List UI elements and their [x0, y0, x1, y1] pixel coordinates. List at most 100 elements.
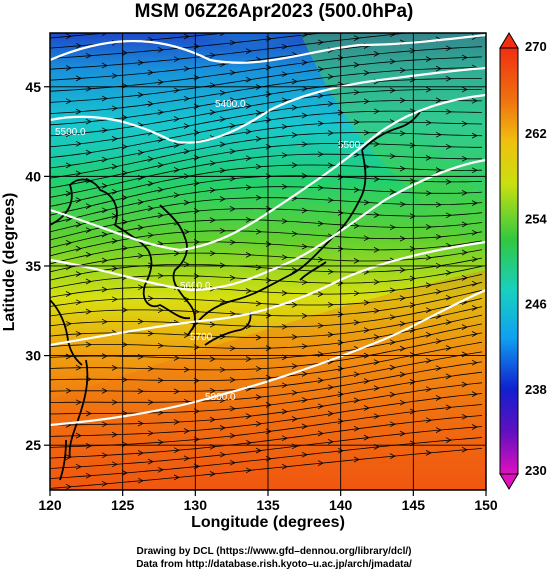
streamline-arrow: [209, 387, 216, 394]
streamline: [50, 132, 483, 179]
streamline-arrow: [425, 155, 432, 161]
streamline-arrow: [245, 413, 252, 419]
streamline-arrow: [353, 319, 360, 326]
streamline-arrow: [245, 356, 252, 362]
streamline-arrow: [435, 167, 442, 173]
streamline-arrow: [183, 332, 190, 338]
streamline-arrow: [409, 47, 416, 54]
streamline-arrow: [75, 42, 82, 49]
streamline-arrow: [209, 187, 216, 193]
streamline-arrow: [75, 170, 82, 177]
streamline-arrow: [245, 288, 252, 294]
streamline: [50, 164, 483, 207]
streamline-arrow: [425, 450, 432, 456]
streamline-arrow: [389, 153, 396, 160]
streamline-arrow: [111, 163, 118, 170]
streamline-arrow: [255, 300, 262, 307]
streamline-arrow: [353, 35, 360, 41]
streamline-arrow: [373, 334, 380, 340]
streamline-arrow: [317, 151, 324, 158]
streamline-arrow: [409, 213, 416, 219]
streamline-arrow: [461, 190, 468, 196]
streamline-arrow: [256, 27, 261, 32]
streamline-arrow: [137, 149, 144, 156]
streamline-arrow: [65, 162, 72, 169]
streamline-arrow: [75, 108, 82, 115]
streamline-arrow: [445, 179, 452, 185]
streamline-arrow: [409, 302, 416, 308]
streamline-arrow: [281, 218, 288, 225]
streamline: [50, 89, 482, 137]
streamline-arrow: [183, 366, 190, 373]
streamline-arrow: [435, 365, 442, 372]
streamline-arrow: [435, 338, 442, 345]
streamline-arrow: [373, 108, 380, 115]
streamline-arrow: [373, 413, 380, 420]
credit-data-source: Data from http://database.rish.kyoto–u.a…: [136, 559, 412, 570]
streamline-arrow: [219, 141, 226, 148]
streamline-arrow: [229, 39, 236, 46]
streamline-arrow: [435, 65, 442, 72]
streamline: [50, 33, 326, 59]
streamline-arrow: [137, 420, 144, 427]
streamline: [50, 33, 413, 70]
streamline-arrow: [409, 246, 416, 252]
streamline-arrow: [363, 98, 370, 105]
streamline-arrow: [183, 65, 190, 72]
streamline-arrow: [317, 403, 324, 410]
streamline-arrow: [373, 279, 380, 285]
streamline-arrow: [65, 33, 72, 40]
streamline-arrow: [399, 399, 406, 406]
streamline-arrow: [327, 162, 334, 169]
streamline-arrow: [255, 110, 262, 116]
streamline-arrow: [137, 199, 144, 205]
streamline-arrow: [445, 75, 452, 82]
y-axis-title: Latitude (degrees): [1, 193, 18, 332]
streamline-arrow: [101, 156, 108, 163]
streamline-arrow: [389, 287, 396, 294]
streamline-arrow: [281, 435, 288, 442]
streamline-arrow: [317, 184, 324, 191]
streamline-arrow: [245, 103, 252, 109]
streamline-arrow: [183, 455, 190, 462]
streamline-arrow: [121, 245, 128, 252]
streamline-arrow: [157, 342, 164, 349]
streamline-arrow: [229, 377, 236, 383]
streamline-arrow: [111, 399, 118, 406]
streamline-arrow: [389, 33, 396, 38]
colorbar-tick-label: 262: [525, 126, 547, 141]
x-tick-label: 120: [38, 497, 62, 513]
streamline-arrow: [137, 353, 144, 360]
streamline: [50, 67, 483, 114]
streamline-arrow: [219, 167, 226, 174]
contour-label: 5700: [190, 332, 213, 343]
streamline-arrow: [353, 119, 360, 125]
streamline-arrow: [317, 430, 324, 437]
streamline-arrow: [121, 376, 128, 383]
streamline-arrow: [445, 212, 452, 219]
streamline-arrow: [435, 97, 442, 104]
streamline-arrow: [445, 373, 452, 380]
streamline-arrow: [353, 397, 360, 404]
streamline-arrow: [327, 268, 334, 275]
streamline-arrow: [229, 122, 236, 129]
streamline-arrow: [363, 378, 370, 384]
streamline-arrow: [399, 201, 406, 208]
streamline-arrow: [75, 463, 82, 470]
streamline-arrow: [183, 95, 190, 102]
streamline-arrow: [281, 71, 288, 78]
streamline-arrow: [229, 345, 236, 352]
streamline-arrow: [85, 308, 92, 315]
streamline-arrow: [229, 97, 236, 103]
streamline-arrow: [85, 52, 92, 59]
streamline-arrow: [445, 108, 452, 115]
streamline-arrow: [471, 200, 478, 206]
streamline-arrow: [301, 243, 308, 250]
streamline-arrow: [174, 24, 179, 29]
streamline-arrow: [409, 178, 416, 184]
streamline-arrow: [65, 387, 72, 394]
streamline-arrow: [301, 59, 308, 66]
streamline-arrow: [471, 359, 478, 366]
streamline-arrow: [389, 453, 396, 459]
streamline-arrow: [75, 221, 82, 228]
